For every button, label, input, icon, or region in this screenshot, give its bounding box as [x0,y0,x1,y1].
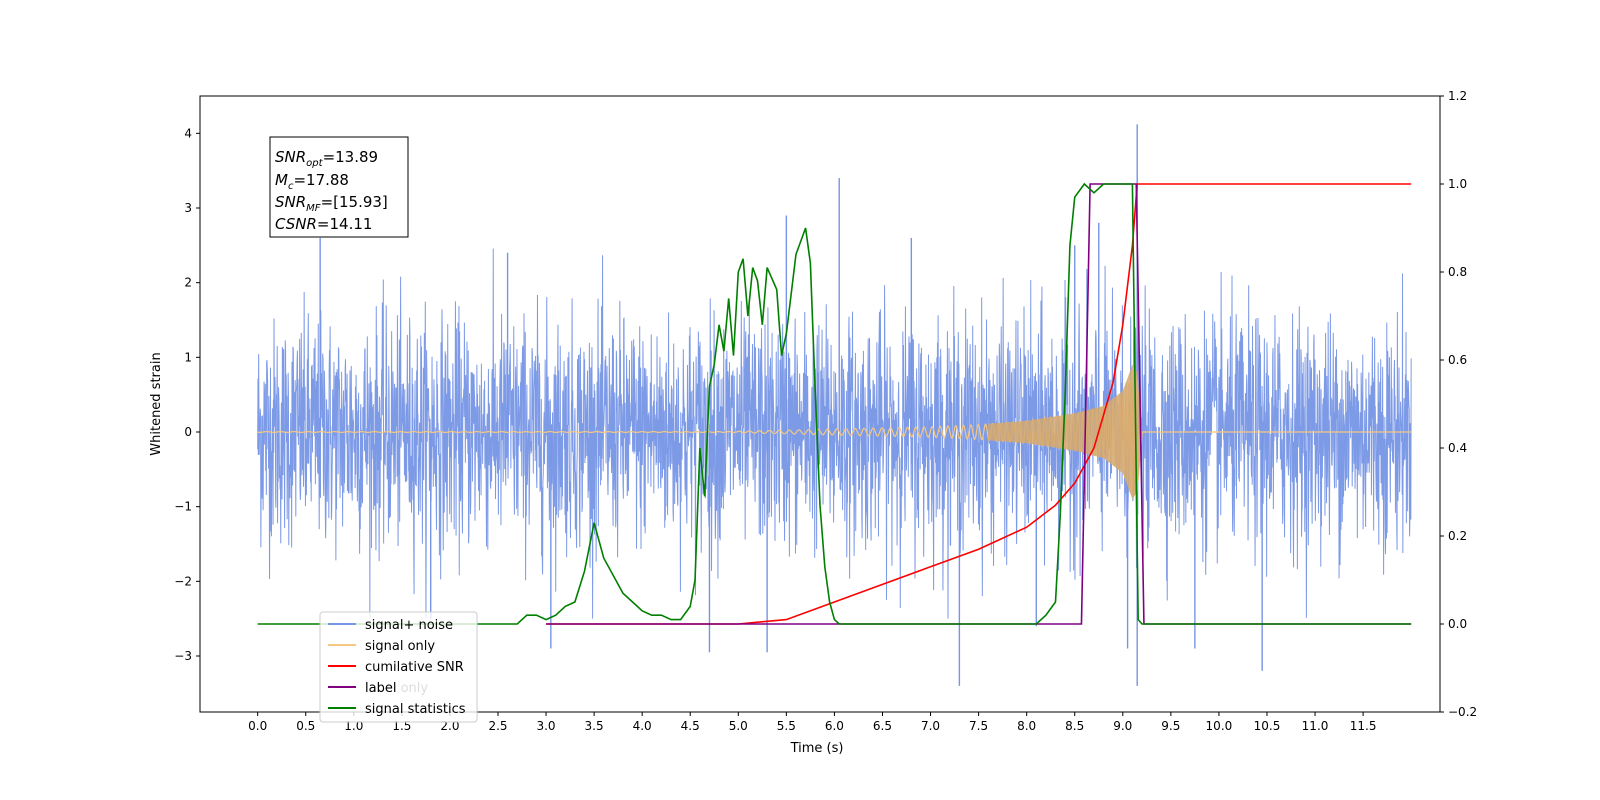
stat-snr-opt: SNRopt=13.89 [275,148,378,169]
y-right-tick-label: 0.2 [1448,529,1467,543]
x-tick-label: 7.5 [969,719,988,733]
legend-frame [319,611,478,723]
signal-only-band [988,364,1143,500]
legend-label-signal-noise: signal+ noise [365,618,453,633]
y-right-tick-label: 0.0 [1448,617,1467,631]
x-tick-label: 9.5 [1161,719,1180,733]
legend-label-signal-only: signal only [365,639,435,654]
x-tick-label: 8.0 [1017,719,1036,733]
signal-statistics-line [257,182,1412,625]
x-tick-label: 3.5 [585,719,604,733]
x-tick-label: 6.5 [873,719,892,733]
y-right-tick-label: 1.2 [1448,89,1467,103]
x-tick-label: 8.5 [1065,719,1084,733]
x-tick-label: 0.0 [248,719,267,733]
legend-hidden-label-only: label only [365,681,428,696]
stat-csnr: CSNR=14.11 [275,215,372,233]
x-tick-label: 5.5 [777,719,796,733]
y-axis-right: −0.2 0.0 0.2 0.4 0.6 0.8 1.0 1.2 [1440,89,1477,719]
y-left-tick-label: −1 [174,500,192,514]
plot-frame [199,95,1441,713]
y-left-tick-label: 2 [184,276,192,290]
y-right-tick-label: 0.8 [1448,265,1467,279]
y-left-tick-label: 0 [184,425,192,439]
stat-mc: Mc=17.88 [275,171,349,192]
x-tick-label: 6.0 [825,719,844,733]
signal-only-line [257,366,1412,496]
y-left-tick-label: 4 [184,126,192,140]
x-tick-label: 0.5 [296,719,315,733]
legend: signal+ noise signal only cumilative SNR… [319,611,478,723]
cumulative-snr-line [546,183,1412,625]
legend-label-signal-statistics: signal statistics [365,702,466,717]
x-tick-label: 2.5 [488,719,507,733]
y-right-tick-label: −0.2 [1448,705,1477,719]
y-left-tick-label: −3 [174,649,192,663]
x-tick-label: 3.0 [536,719,555,733]
x-tick-label: 11.0 [1302,719,1329,733]
y-right-tick-label: 1.0 [1448,177,1467,191]
x-tick-label: 4.5 [681,719,700,733]
x-tick-label: 9.0 [1113,719,1132,733]
x-tick-label: 11.5 [1350,719,1377,733]
y-left-tick-label: −2 [174,574,192,588]
stat-snr-mf: SNRMF=[15.93] [275,193,388,214]
signal-noise-line [257,248,1412,619]
x-tick-label: 5.0 [729,719,748,733]
noise-series [257,124,1412,686]
line-series [257,182,1412,625]
x-axis-label: Time (s) [790,741,844,756]
stats-box-frame [269,136,409,238]
legend-label-cumulative-snr: cumilative SNR [365,660,464,675]
signal-only-series [257,364,1412,500]
x-tick-label: 7.0 [921,719,940,733]
y-left-tick-label: 3 [184,201,192,215]
x-tick-label: 10.0 [1206,719,1233,733]
y-axis-left: −3 −2 −1 0 1 2 3 4 [174,126,200,663]
y-right-tick-label: 0.4 [1448,441,1467,455]
y-axis-label: Whitened strain [149,352,164,455]
legend-label-label: label [365,681,396,696]
x-tick-label: 4.0 [633,719,652,733]
y-left-tick-label: 1 [184,350,192,364]
stats-box: SNRopt=13.89 Mc=17.88 SNRMF=[15.93] CSNR… [269,136,409,238]
y-right-tick-label: 0.6 [1448,353,1467,367]
x-tick-label: 10.5 [1254,719,1281,733]
